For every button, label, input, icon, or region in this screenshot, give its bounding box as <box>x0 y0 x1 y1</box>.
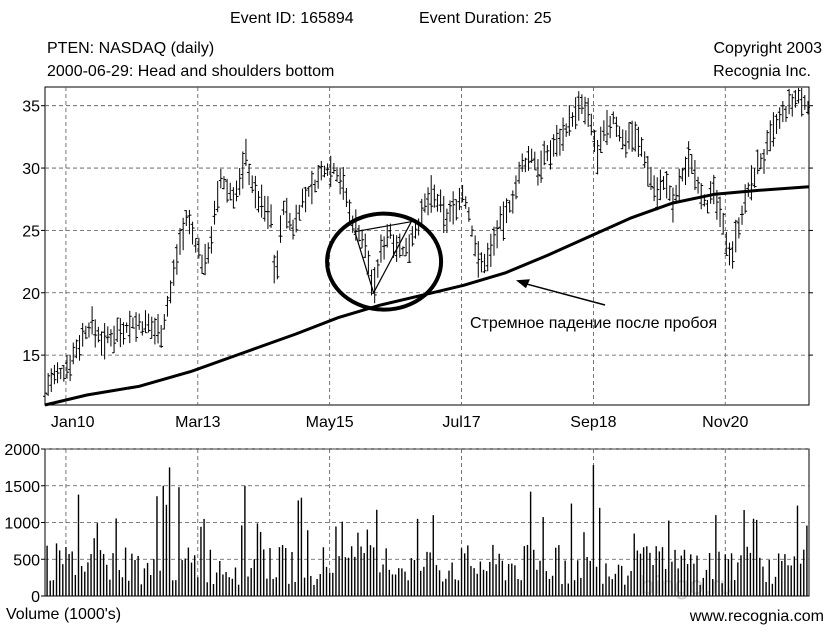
volume-y-tick-label: 1000 <box>4 516 40 533</box>
x-tick-label: Sep18 <box>570 414 616 431</box>
price-y-tick-label: 20 <box>22 286 40 303</box>
event-id: Event ID: 165894 <box>230 10 354 27</box>
event-duration: Event Duration: 25 <box>419 10 552 27</box>
x-tick-label: May15 <box>306 414 354 431</box>
price-y-tick-label: 30 <box>22 161 40 178</box>
price-y-tick-label: 25 <box>22 223 40 240</box>
annotation-text: Стремное падение после пробоя <box>470 315 718 332</box>
ohlc-bars <box>43 87 810 400</box>
website-text: www.recognia.com <box>689 608 824 625</box>
volume-axis-label: Volume (1000's) <box>6 606 122 623</box>
pattern-triangle <box>354 220 413 295</box>
price-panel-frame <box>44 86 810 406</box>
price-y-tick-label: 35 <box>22 99 40 116</box>
volume-y-tick-label: 500 <box>13 552 40 569</box>
symbol-title: PTEN: NASDAQ (daily) <box>47 40 215 57</box>
x-tick-label: Nov20 <box>702 414 748 431</box>
x-tick-label: Mar13 <box>175 414 220 431</box>
volume-y-tick-label: 0 <box>31 589 40 606</box>
x-tick-label: Jan10 <box>51 414 95 431</box>
company-name: Recognia Inc. <box>713 63 811 80</box>
price-y-tick-label: 15 <box>22 348 40 365</box>
x-tick-label: Jul17 <box>442 414 480 431</box>
volume-y-tick-label: 2000 <box>4 442 40 459</box>
pattern-title: 2000-06-29: Head and shoulders bottom <box>47 63 335 80</box>
copyright-text: Copyright 2003 <box>713 40 822 57</box>
annotation-arrowhead <box>515 279 530 289</box>
annotation-arrow-line <box>523 282 606 306</box>
volume-y-tick-label: 1500 <box>4 479 40 496</box>
pattern-highlight-ellipse <box>325 211 444 312</box>
moving-average-line <box>44 185 810 407</box>
volume-bars <box>46 465 808 596</box>
